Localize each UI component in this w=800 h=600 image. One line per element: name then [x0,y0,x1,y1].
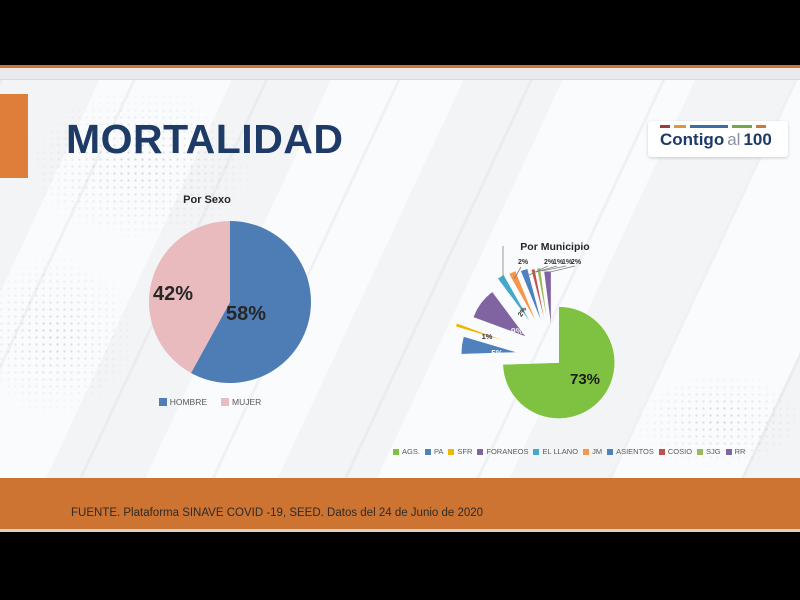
logo-text-contigo: Contigo [660,130,725,149]
contigo-al-100-logo: Contigo al 100 [648,121,788,157]
legend-item: HOMBRE [158,397,208,407]
footer-divider-line [0,529,800,532]
footer-band: FUENTE. Plataforma SINAVE COVID -19, SEE… [0,478,800,529]
legend-swatch [583,448,590,455]
logo-text-al: al [727,130,741,149]
legend-swatch [533,448,540,455]
logo-text: Contigo al 100 [660,130,788,150]
legend-item: JM [583,447,602,456]
legend-item: SJG [697,447,721,456]
halftone-dots-texture [20,86,260,246]
legend-item: SFR [448,447,472,456]
legend-swatch [607,448,614,455]
top-orange-rule [0,65,800,68]
legend-label: ASIENTOS [616,447,654,456]
chart-title-por-sexo: Por Sexo [183,194,231,206]
legend-label: EL LLANO [542,447,579,456]
logo-dash [674,125,686,128]
logo-dash [660,125,670,128]
legend-swatch [697,448,704,455]
legend-swatch [393,448,399,455]
sex-legend: HOMBRE MUJER [130,397,290,407]
legend-item: EL LLANO [533,447,578,456]
municipio-legend: AGS. PA SFR FORANEOS EL LLANO JM ASIENTOS COSIO… [393,447,745,456]
page-title: MORTALIDAD [66,116,344,162]
legend-swatch [477,448,484,455]
source-note: FUENTE. Plataforma SINAVE COVID -19, SEE… [71,507,484,519]
legend-label: AGS. [402,447,420,456]
legend-label: COSIO [667,447,693,456]
legend-swatch [221,398,230,406]
legend-item: COSIO [658,447,693,456]
legend-swatch [448,448,455,455]
logo-dash [756,125,766,128]
logo-dash [732,125,752,128]
legend-label: SFR [457,447,473,456]
legend-label: JM [592,447,603,456]
legend-swatch [158,398,167,406]
legend-label: HOMBRE [169,397,208,407]
legend-item: PA [424,447,444,456]
legend-item: FORANEOS [477,447,528,456]
legend-label: PA [433,447,444,456]
legend-swatch [658,448,665,455]
legend-label: RR [734,447,746,456]
legend-swatch [424,448,431,455]
bottom-black-band [0,532,800,600]
logo-text-100: 100 [743,130,772,149]
legend-item: AGS. [393,447,420,456]
halftone-dots-texture [630,370,800,470]
legend-label: SJG [706,447,721,456]
title-accent-bar [0,94,28,178]
top-gray-bar [0,68,800,80]
legend-label: MUJER [232,397,262,407]
legend-label: FORANEOS [486,447,529,456]
legend-item: MUJER [221,397,261,407]
legend-item: RR [725,447,746,456]
legend-swatch [725,448,732,455]
logo-dash [690,125,728,128]
halftone-dots-texture [0,250,140,420]
logo-dashes [660,125,788,128]
chart-title-por-municipio: Por Municipio [520,241,590,253]
legend-item: ASIENTOS [607,447,654,456]
top-black-band [0,0,800,65]
